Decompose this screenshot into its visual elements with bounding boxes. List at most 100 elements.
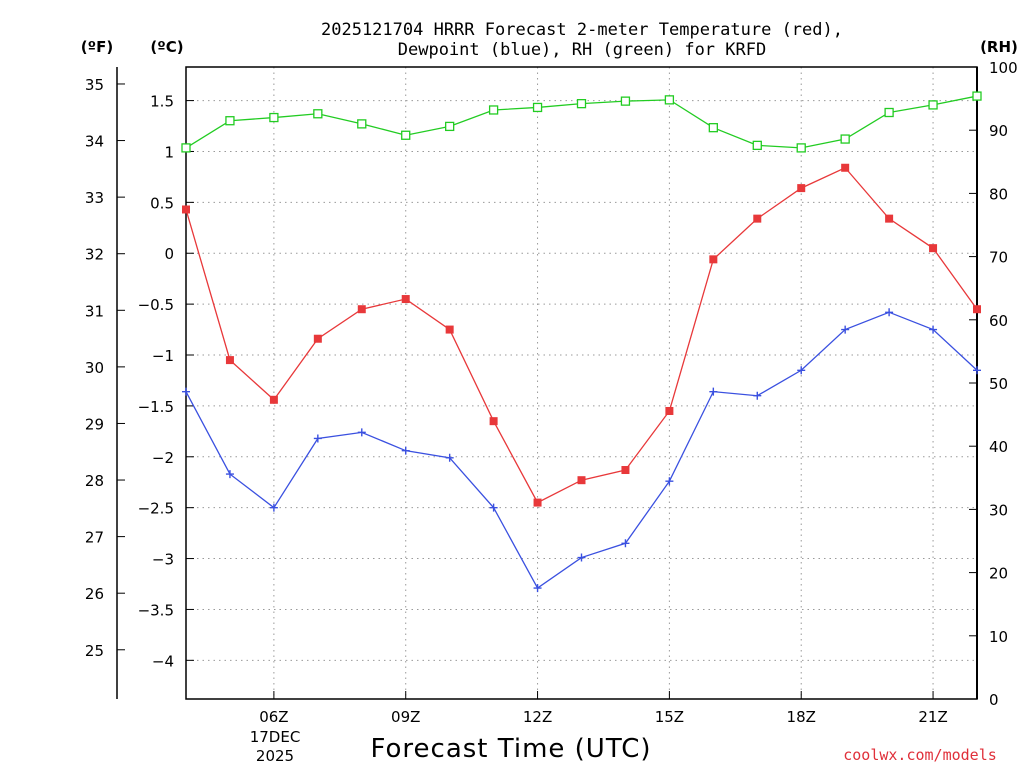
rh-tick-label-10: 100	[989, 59, 1018, 77]
rh-point-9	[576, 99, 587, 109]
x-tick-label-2: 12Z	[523, 708, 552, 726]
date-label-year: 2025	[256, 747, 294, 765]
rh-point-4	[357, 119, 367, 129]
dewpoint-point-0	[182, 387, 190, 396]
dewpoint-point-1	[225, 470, 234, 479]
series-rh	[181, 91, 982, 153]
series-temperature	[182, 163, 981, 507]
temperature-point-16	[885, 214, 894, 223]
rh-point-16	[884, 107, 894, 118]
celsius-tick-label-3: 0	[164, 245, 174, 263]
temperature-point-0	[182, 205, 190, 214]
x-tick-label-3: 15Z	[655, 708, 684, 726]
chart-title-line-1: 2025121704 HRRR Forecast 2-meter Tempera…	[321, 20, 843, 40]
rh-point-0	[181, 143, 191, 153]
rh-point-18	[972, 91, 982, 101]
rh-tick-label-0: 0	[989, 691, 999, 709]
rh-point-8	[532, 102, 543, 113]
dewpoint-point-18	[973, 366, 981, 375]
dewpoint-point-2	[269, 503, 278, 512]
rh-tick-label-4: 40	[989, 438, 1008, 456]
data-series	[181, 91, 982, 593]
temperature-point-6	[445, 325, 454, 334]
dewpoint-point-7	[489, 503, 498, 512]
x-tick-label-4: 18Z	[787, 708, 816, 726]
rh-tick-label-1: 10	[989, 628, 1008, 646]
celsius-tick-label-7: −2	[152, 449, 174, 467]
fahrenheit-tick-label-10: 35	[85, 76, 104, 94]
temperature-point-2	[269, 395, 278, 404]
temperature-point-15	[841, 163, 850, 172]
fahrenheit-axis-label: (ºF)	[81, 38, 113, 56]
chart-title-line-2: Dewpoint (blue), RH (green) for KRFD	[398, 40, 766, 60]
rh-point-14	[796, 143, 806, 153]
rh-point-1	[225, 116, 235, 126]
temperature-point-17	[929, 244, 938, 253]
date-label-day: 17DEC	[250, 728, 301, 746]
fahrenheit-tick-label-2: 27	[85, 529, 104, 547]
fahrenheit-tick-label-0: 25	[85, 642, 104, 660]
temperature-point-1	[225, 356, 234, 365]
fahrenheit-tick-label-9: 34	[85, 133, 104, 151]
rh-point-2	[269, 112, 279, 123]
fahrenheit-tick-label-8: 33	[85, 189, 104, 207]
rh-point-12	[708, 123, 718, 133]
temperature-point-5	[401, 295, 410, 304]
dewpoint-point-15	[841, 325, 850, 334]
celsius-tick-label-10: −3.5	[138, 601, 174, 619]
temperature-point-7	[489, 417, 498, 426]
rh-point-7	[488, 105, 499, 115]
rh-axis-label: (RH)	[980, 38, 1018, 56]
temperature-point-9	[577, 476, 586, 485]
dewpoint-line	[185, 311, 978, 590]
dewpoint-point-8	[533, 584, 542, 593]
credit-text: coolwx.com/models	[843, 746, 997, 764]
celsius-tick-label-1: 1	[164, 143, 174, 161]
rh-point-13	[752, 140, 762, 151]
rh-point-17	[928, 100, 938, 110]
rh-point-11	[664, 95, 675, 105]
dewpoint-point-16	[885, 308, 894, 317]
plot-frame	[185, 66, 978, 700]
rh-point-5	[401, 130, 411, 140]
grid-lines	[186, 67, 977, 699]
axes: 25 26 27 28 29 30 31 32 33 34 35 1.5 1 0.5 0 −0.5 −1 −1.5…	[85, 59, 1018, 726]
x-tick-label-1: 09Z	[391, 708, 420, 726]
celsius-tick-label-4: −0.5	[138, 296, 174, 314]
fahrenheit-tick-label-4: 29	[85, 415, 104, 433]
celsius-tick-label-5: −1	[152, 347, 174, 365]
rh-tick-label-5: 50	[989, 375, 1008, 393]
dewpoint-point-17	[929, 325, 938, 334]
series-dewpoint	[182, 308, 981, 593]
dewpoint-point-11	[665, 477, 674, 486]
rh-point-6	[445, 121, 455, 132]
rh-point-10	[620, 96, 631, 106]
fahrenheit-tick-label-1: 26	[85, 585, 104, 603]
temperature-line	[185, 166, 978, 504]
dewpoint-point-9	[577, 553, 586, 562]
dewpoint-point-4	[357, 428, 366, 437]
temperature-point-14	[797, 184, 806, 193]
temperature-point-12	[709, 255, 718, 264]
x-axis-title: Forecast Time (UTC)	[370, 734, 651, 764]
fahrenheit-tick-label-6: 31	[85, 302, 104, 320]
temperature-point-4	[357, 305, 366, 314]
temperature-point-13	[753, 214, 762, 223]
temperature-point-10	[621, 466, 630, 475]
x-tick-label-0: 06Z	[259, 708, 288, 726]
celsius-tick-label-6: −1.5	[138, 398, 174, 416]
celsius-tick-label-11: −4	[152, 652, 174, 670]
celsius-tick-label-2: 0.5	[150, 194, 174, 212]
rh-point-15	[840, 134, 850, 144]
dewpoint-point-10	[621, 539, 630, 548]
temperature-point-8	[533, 498, 542, 507]
celsius-tick-label-9: −3	[152, 551, 174, 569]
x-tick-label-5: 21Z	[918, 708, 947, 726]
rh-tick-label-8: 80	[989, 185, 1008, 203]
rh-tick-label-6: 60	[989, 312, 1008, 330]
celsius-tick-label-0: 1.5	[150, 93, 174, 111]
rh-tick-label-9: 90	[989, 122, 1008, 140]
fahrenheit-tick-label-3: 28	[85, 472, 104, 490]
temperature-point-3	[313, 334, 322, 343]
